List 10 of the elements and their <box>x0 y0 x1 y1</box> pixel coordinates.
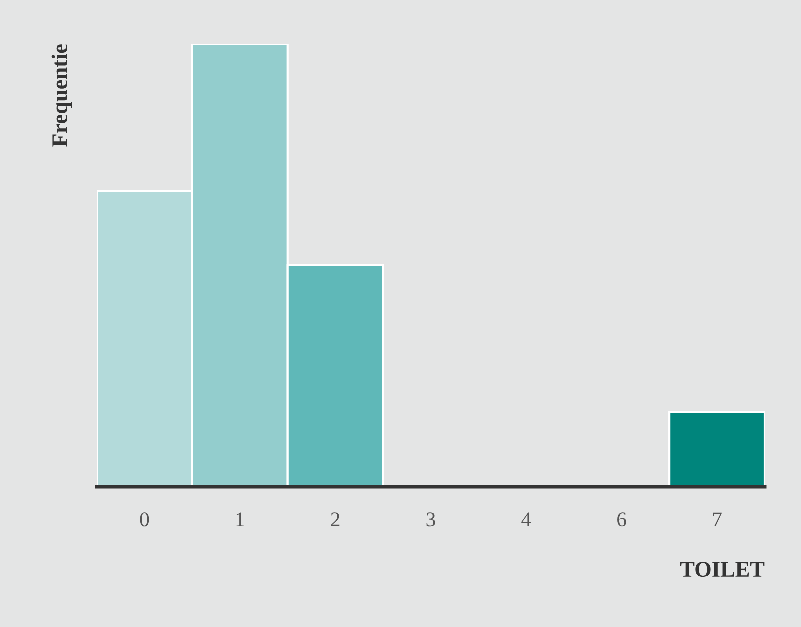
bar <box>668 411 765 487</box>
x-tick-label: 4 <box>522 512 532 526</box>
x-tick-label: 7 <box>713 512 722 526</box>
x-tick-label: 2 <box>331 512 340 526</box>
x-tick-label: 3 <box>426 512 436 527</box>
x-tick-label: 6 <box>618 512 626 527</box>
x-tick-label: 1 <box>236 512 244 526</box>
y-axis-title: Frequentie <box>52 44 72 147</box>
x-axis-title: TOILET <box>680 562 765 578</box>
x-tick-label: 0 <box>140 512 150 527</box>
